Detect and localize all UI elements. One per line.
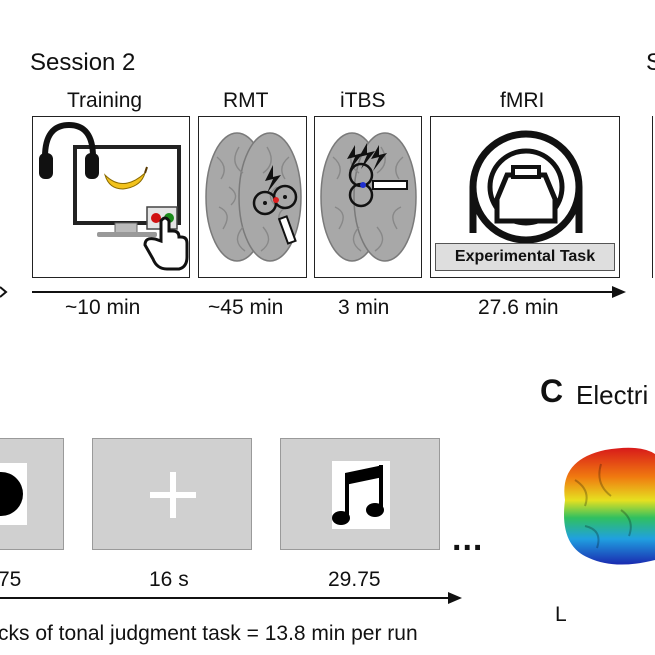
headphones-icon (39, 121, 99, 179)
fmri-panel: Experimental Task (430, 116, 620, 278)
itbs-panel (314, 116, 422, 278)
duration-itbs: 3 min (338, 296, 390, 319)
cropped-edge-letter: S (646, 49, 655, 76)
duration-training: ~10 min (65, 296, 141, 319)
experimental-task-label: Experimental Task (435, 243, 615, 271)
task-caption: cks of tonal judgment task = 13.8 min pe… (0, 622, 418, 645)
brain-map-icon (564, 447, 655, 565)
stimulus-screen-circle (0, 438, 64, 550)
training-panel (32, 116, 190, 278)
brain-icon (320, 132, 417, 262)
task-timeline-arrow (0, 592, 462, 604)
fixation-cross-icon (150, 472, 196, 518)
hemisphere-label: L (555, 603, 567, 626)
stage-label-training: Training (67, 89, 143, 112)
panel-letter: C (540, 373, 564, 409)
itbs-illustration (320, 132, 417, 262)
fixation-screen (92, 438, 252, 550)
cropped-edge-panel (652, 116, 655, 278)
red-button-icon (151, 213, 161, 223)
target-dot-icon (273, 197, 279, 203)
ellipsis: ... (452, 520, 484, 558)
brain-icon (205, 132, 302, 262)
lightning-icon (265, 165, 281, 193)
music-note-icon (332, 461, 390, 529)
rmt-panel (198, 116, 307, 278)
target-dot-icon (360, 182, 366, 188)
session-timeline-arrow (0, 286, 626, 298)
black-circle-icon (0, 472, 23, 516)
block-duration-3: 29.75 (328, 568, 381, 591)
panel-title: Electri (576, 380, 649, 410)
block-duration-1: 75 (0, 568, 22, 591)
training-illustration (39, 121, 189, 271)
stage-label-itbs: iTBS (340, 89, 386, 112)
banana-icon (103, 171, 146, 190)
duration-rmt: ~45 min (208, 296, 284, 319)
lightning-icon (347, 143, 387, 171)
rmt-illustration (205, 132, 302, 262)
stage-label-fmri: fMRI (500, 89, 545, 112)
mri-scanner-icon (469, 130, 583, 244)
block-duration-2: 16 s (149, 568, 189, 591)
stage-label-rmt: RMT (223, 89, 269, 112)
stimulus-screen-note (280, 438, 440, 550)
duration-fmri: 27.6 min (478, 296, 559, 319)
pointing-hand-icon (143, 216, 189, 271)
session-title: Session 2 (30, 49, 136, 76)
